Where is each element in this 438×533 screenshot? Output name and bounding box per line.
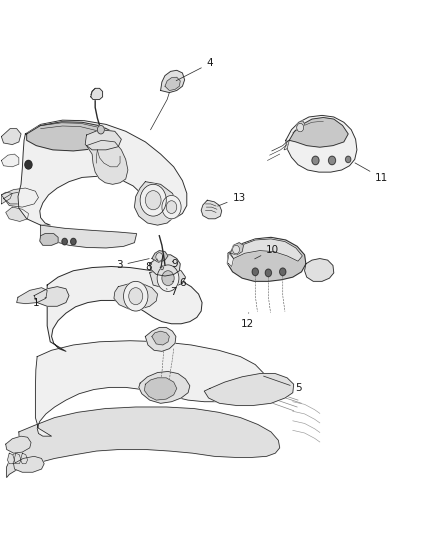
Text: 12: 12 xyxy=(240,313,253,329)
Polygon shape xyxy=(285,115,356,172)
Polygon shape xyxy=(138,372,189,403)
Polygon shape xyxy=(85,130,121,150)
Polygon shape xyxy=(145,327,176,351)
Polygon shape xyxy=(6,207,28,221)
Circle shape xyxy=(128,288,142,305)
Polygon shape xyxy=(165,77,180,91)
Circle shape xyxy=(157,265,179,292)
Polygon shape xyxy=(160,70,184,93)
Circle shape xyxy=(166,201,177,214)
Circle shape xyxy=(328,156,335,165)
Circle shape xyxy=(145,191,161,210)
Text: 1: 1 xyxy=(33,297,46,308)
Circle shape xyxy=(155,253,162,261)
Polygon shape xyxy=(17,288,47,304)
Circle shape xyxy=(265,269,271,277)
Polygon shape xyxy=(227,253,233,266)
Polygon shape xyxy=(1,192,12,204)
Polygon shape xyxy=(35,341,265,436)
Polygon shape xyxy=(21,453,28,464)
Polygon shape xyxy=(304,259,333,281)
Text: 6: 6 xyxy=(172,278,185,288)
Polygon shape xyxy=(201,200,221,219)
Polygon shape xyxy=(7,453,14,464)
Polygon shape xyxy=(6,436,31,453)
Circle shape xyxy=(252,268,258,276)
Text: 9: 9 xyxy=(171,259,177,269)
Circle shape xyxy=(123,281,148,311)
Circle shape xyxy=(296,123,303,132)
Text: 5: 5 xyxy=(263,376,301,393)
Text: 7: 7 xyxy=(166,287,176,297)
Polygon shape xyxy=(160,265,163,270)
Polygon shape xyxy=(91,88,102,100)
Polygon shape xyxy=(295,120,304,130)
Circle shape xyxy=(62,238,67,245)
Polygon shape xyxy=(283,140,289,150)
Circle shape xyxy=(162,271,174,286)
Polygon shape xyxy=(7,407,279,478)
Polygon shape xyxy=(230,239,302,261)
Circle shape xyxy=(71,238,76,245)
Circle shape xyxy=(345,156,350,163)
Polygon shape xyxy=(47,266,201,351)
Circle shape xyxy=(232,245,239,254)
Text: 13: 13 xyxy=(217,192,245,206)
Polygon shape xyxy=(40,233,58,245)
Polygon shape xyxy=(1,154,19,167)
Polygon shape xyxy=(144,378,177,400)
Polygon shape xyxy=(152,251,168,262)
Polygon shape xyxy=(114,284,157,309)
Text: 8: 8 xyxy=(145,259,157,271)
Polygon shape xyxy=(1,188,39,207)
Polygon shape xyxy=(227,237,305,281)
Circle shape xyxy=(311,156,318,165)
Polygon shape xyxy=(27,122,117,151)
Polygon shape xyxy=(86,140,127,184)
Polygon shape xyxy=(204,374,293,406)
Polygon shape xyxy=(134,182,178,225)
Circle shape xyxy=(140,184,166,216)
Circle shape xyxy=(162,196,181,219)
Circle shape xyxy=(25,160,32,169)
Polygon shape xyxy=(14,453,21,464)
Polygon shape xyxy=(4,191,34,204)
Text: 4: 4 xyxy=(176,59,213,80)
Text: 10: 10 xyxy=(254,245,279,259)
Polygon shape xyxy=(230,243,243,255)
Polygon shape xyxy=(289,117,347,147)
Polygon shape xyxy=(1,128,21,144)
Polygon shape xyxy=(34,287,69,306)
Polygon shape xyxy=(14,456,44,472)
Text: 3: 3 xyxy=(116,259,149,270)
Circle shape xyxy=(97,125,104,134)
Text: 11: 11 xyxy=(354,163,388,183)
Polygon shape xyxy=(149,268,185,288)
Polygon shape xyxy=(18,120,186,225)
Polygon shape xyxy=(149,255,180,276)
Circle shape xyxy=(279,268,285,276)
Polygon shape xyxy=(41,225,136,248)
Polygon shape xyxy=(152,331,169,345)
